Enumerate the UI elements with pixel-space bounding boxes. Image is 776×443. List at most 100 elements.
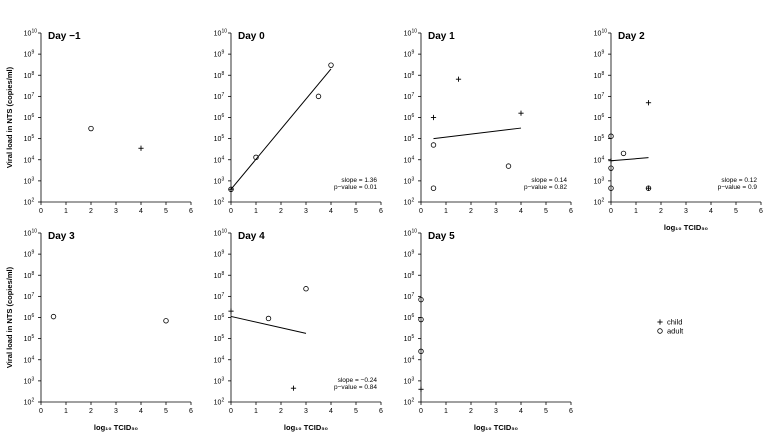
x-tick-label: 4 (519, 208, 523, 215)
pvalue-annotation: p−value = 0.82 (524, 184, 567, 191)
y-tick-label: 1060 (404, 313, 418, 322)
y-tick-label: 1020 (404, 198, 418, 207)
x-tick-label: 5 (544, 408, 548, 415)
point-adult (265, 315, 272, 322)
y-tick-label: 1080 (24, 271, 38, 280)
y-tick-label: 1020 (594, 198, 608, 207)
panel-title: Day 2 (618, 31, 645, 42)
y-tick-label: 1010 (24, 29, 38, 38)
point-adult (163, 318, 169, 324)
y-tick-label: 1090 (404, 250, 418, 259)
panel-2: 0 1 2 3 4 5 6 1020 1030 1040 1050 1060 1070 1080 1090 1… (214, 29, 383, 216)
x-tick-label: 3 (304, 208, 308, 215)
panel-4: 0 1 2 3 4 5 6 1020 1030 1040 1050 1060 1070 1080 1090 1… (594, 29, 763, 233)
x-tick-label: 6 (189, 408, 193, 415)
x-tick-label: 1 (444, 208, 448, 215)
x-tick-label: 0 (229, 208, 233, 215)
y-tick-label: 1050 (594, 134, 608, 143)
y-tick-label: 1030 (24, 176, 38, 185)
y-tick-label: 1020 (404, 398, 418, 407)
regression-line (433, 127, 522, 140)
y-tick-label: 1060 (24, 313, 38, 322)
x-tick-label: 3 (494, 208, 498, 215)
point-adult (608, 165, 614, 171)
regression-line (230, 315, 307, 334)
x-tick-label: 4 (139, 208, 143, 215)
point-child (518, 110, 524, 116)
regression-line (230, 68, 332, 190)
y-tick-label: 1030 (214, 376, 228, 385)
x-tick-label: 6 (759, 208, 763, 215)
y-tick-label: 1080 (404, 271, 418, 280)
x-axis-label: log₁₀ TCID₅₀ (474, 423, 518, 432)
y-tick-label: 1090 (214, 250, 228, 259)
pvalue-annotation: p−value = 0.01 (334, 184, 377, 191)
panel-5: 0 1 2 3 4 5 6 1020 1030 1040 1050 1060 1070 1080 1090 1… (5, 229, 193, 433)
x-tick-label: 0 (419, 408, 423, 415)
y-tick-label: 1010 (404, 29, 418, 38)
point-child (455, 76, 462, 82)
panel-title: Day 4 (238, 231, 265, 242)
x-tick-label: 5 (354, 208, 358, 215)
x-tick-label: 0 (419, 208, 423, 215)
y-tick-label: 1010 (594, 29, 608, 38)
point-adult (418, 296, 424, 303)
point-adult (303, 286, 309, 292)
y-tick-label: 1030 (404, 376, 418, 385)
y-tick-label: 1010 (214, 229, 228, 238)
legend-marker-circle (657, 328, 663, 334)
point-child (228, 308, 234, 314)
x-tick-label: 4 (139, 408, 143, 415)
y-tick-label: 1010 (214, 29, 228, 38)
y-tick-label: 1080 (214, 271, 228, 280)
x-tick-label: 5 (354, 408, 358, 415)
point-adult (608, 185, 614, 191)
x-tick-label: 2 (89, 408, 93, 415)
y-tick-label: 1070 (24, 292, 38, 301)
x-tick-label: 2 (279, 208, 283, 215)
x-tick-label: 4 (709, 208, 713, 215)
point-adult (328, 62, 334, 68)
y-tick-label: 1010 (24, 229, 38, 238)
x-tick-label: 1 (444, 408, 448, 415)
y-tick-label: 1040 (24, 155, 38, 164)
slope-annotation: slope = 0.12 (721, 177, 757, 184)
y-tick-label: 1050 (404, 334, 418, 343)
y-tick-label: 1060 (214, 113, 228, 122)
y-axis-label: Viral load in NTS (copies/ml) (5, 266, 14, 368)
x-tick-label: 2 (469, 408, 473, 415)
panel-title: Day 5 (428, 231, 455, 242)
x-tick-label: 1 (254, 208, 258, 215)
x-tick-label: 2 (469, 208, 473, 215)
x-tick-label: 5 (164, 408, 168, 415)
x-tick-label: 5 (164, 208, 168, 215)
x-tick-label: 6 (379, 208, 383, 215)
x-tick-label: 2 (279, 408, 283, 415)
x-tick-label: 3 (114, 208, 118, 215)
x-tick-label: 1 (634, 208, 638, 215)
point-adult (620, 150, 627, 157)
point-adult (50, 313, 57, 320)
point-adult (418, 316, 424, 323)
slope-annotation: slope = 0.14 (531, 177, 567, 184)
x-tick-label: 1 (254, 408, 258, 415)
y-tick-label: 1020 (24, 398, 38, 407)
x-tick-label: 6 (189, 208, 193, 215)
y-axis-label: Viral load in NTS (copies/ml) (5, 66, 14, 168)
y-tick-label: 1010 (404, 229, 418, 238)
panel-7: 0 1 2 3 4 5 6 1020 1030 1040 1050 1060 1070 1080 1090 1… (404, 229, 573, 433)
y-tick-label: 1080 (214, 71, 228, 80)
x-tick-label: 0 (609, 208, 613, 215)
x-axis-label: log₁₀ TCID₅₀ (284, 423, 328, 432)
pvalue-annotation: p−value = 0.84 (334, 384, 377, 391)
panel-1: 0 1 2 3 4 5 6 1020 1030 1040 1050 1060 1070 1080 1090 1… (5, 29, 193, 216)
panel-title: Day 3 (48, 231, 75, 242)
y-tick-label: 1040 (404, 155, 418, 164)
x-tick-label: 1 (64, 208, 68, 215)
point-adult (315, 93, 322, 100)
x-tick-label: 0 (229, 408, 233, 415)
y-tick-label: 1060 (24, 113, 38, 122)
x-tick-label: 4 (519, 408, 523, 415)
pvalue-annotation: p−value = 0.9 (718, 184, 758, 191)
